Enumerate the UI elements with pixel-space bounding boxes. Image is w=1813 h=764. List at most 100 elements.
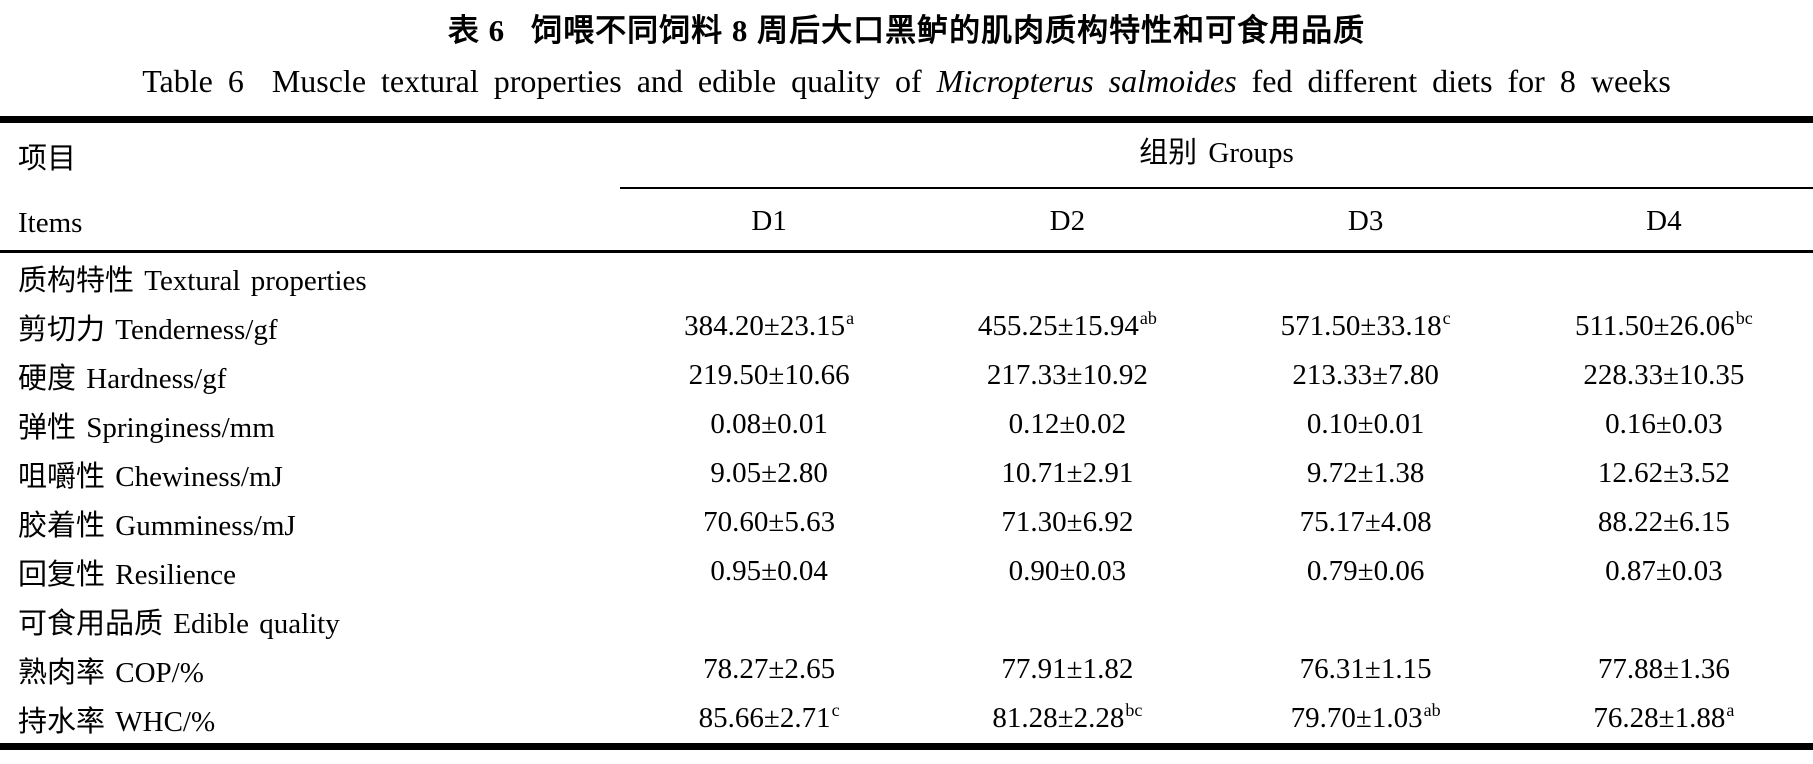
row-label: 回复性 Resilience (18, 558, 237, 591)
value-text: 0.16±0.03 (1605, 408, 1723, 440)
table-title-chinese: 表 6 饲喂不同饲料 8 周后大口黑鲈的肌肉质构特性和可食用品质 (0, 0, 1813, 52)
value-text: 76.28±1.88 (1593, 702, 1726, 734)
value-text: 213.33±7.80 (1292, 359, 1439, 391)
value-cell: 213.33±7.80 (1217, 359, 1515, 392)
value-cell: 75.17±4.08 (1217, 506, 1515, 539)
value-cell: 455.25±15.94ab (918, 308, 1216, 343)
value-text: 219.50±10.66 (688, 359, 850, 391)
table-title-english: Table 6 Muscle textural properties and ed… (0, 60, 1813, 102)
value-text: 85.66±2.71 (698, 702, 831, 734)
value-cell: 0.87±0.03 (1515, 555, 1813, 588)
column-header-d3: D3 (1347, 205, 1384, 237)
value-text: 511.50±26.06 (1574, 310, 1735, 342)
value-cell: 511.50±26.06bc (1515, 308, 1813, 343)
value-cell: 9.05±2.80 (620, 457, 918, 490)
value-text: 9.05±2.80 (710, 457, 828, 489)
value-cell: 384.20±23.15a (620, 308, 918, 343)
table-row: 胶着性 Gumminess/mJ 70.60±5.63 71.30±6.92 75.1… (0, 498, 1813, 547)
value-cell: 12.62±3.52 (1515, 457, 1813, 490)
value-text: 77.91±1.82 (1001, 653, 1134, 685)
table-number-cn: 表 6 (447, 13, 506, 48)
row-label: 剪切力 Tenderness/gf (18, 313, 278, 346)
significance-superscript: bc (1735, 308, 1753, 328)
row-label: 硬度 Hardness/gf (18, 362, 227, 395)
value-text: 0.87±0.03 (1605, 555, 1723, 587)
table-title-cn-text: 饲喂不同饲料 8 周后大口黑鲈的肌肉质构特性和可食用品质 (531, 13, 1366, 48)
section-row: 可食用品质 Edible quality (0, 596, 1813, 645)
value-cell: 0.90±0.03 (918, 555, 1216, 588)
value-cell: 0.16±0.03 (1515, 408, 1813, 441)
significance-superscript: ab (1423, 700, 1441, 720)
value-cell: 217.33±10.92 (918, 359, 1216, 392)
stub-header-en: Items (18, 207, 83, 239)
value-text: 71.30±6.92 (1001, 506, 1134, 538)
section-label: 质构特性 Textural properties (18, 264, 367, 297)
value-cell: 85.66±2.71c (620, 700, 918, 735)
value-cell: 9.72±1.38 (1217, 457, 1515, 490)
significance-superscript: c (831, 700, 840, 720)
value-text: 0.79±0.06 (1306, 555, 1425, 587)
table-row: 回复性 Resilience 0.95±0.04 0.90±0.03 0.79±0.0… (0, 547, 1813, 596)
value-text: 0.08±0.01 (710, 408, 828, 440)
significance-superscript: bc (1125, 700, 1143, 720)
value-text: 10.71±2.91 (1001, 457, 1134, 489)
table-row: 硬度 Hardness/gf 219.50±10.66 217.33±10.92 21… (0, 351, 1813, 400)
value-text: 70.60±5.63 (703, 506, 836, 538)
value-text: 76.31±1.15 (1299, 653, 1432, 685)
section-row: 质构特性 Textural properties (0, 253, 1813, 302)
table-row: 咀嚼性 Chewiness/mJ 9.05±2.80 10.71±2.91 9.72±… (0, 449, 1813, 498)
value-cell: 0.12±0.02 (918, 408, 1216, 441)
table-number-en: Table 6 (142, 63, 244, 99)
table-title-en-text: Muscle textural properties and edible qu… (271, 63, 922, 99)
significance-superscript: a (1726, 700, 1735, 720)
value-cell: 88.22±6.15 (1515, 506, 1813, 539)
row-label: 持水率 WHC/% (18, 705, 216, 738)
value-text: 88.22±6.15 (1597, 506, 1730, 538)
section-label: 可食用品质 Edible quality (18, 607, 340, 640)
table-row: 持水率 WHC/% 85.66±2.71c 81.28±2.28bc 79.70±1.… (0, 694, 1813, 743)
value-text: 228.33±10.35 (1583, 359, 1745, 391)
row-label: 弹性 Springiness/mm (18, 411, 275, 444)
value-cell: 77.91±1.82 (918, 653, 1216, 686)
value-text: 12.62±3.52 (1597, 457, 1730, 489)
value-cell: 571.50±33.18c (1217, 308, 1515, 343)
value-cell: 76.31±1.15 (1217, 653, 1515, 686)
value-cell: 79.70±1.03ab (1217, 700, 1515, 735)
value-text: 0.10±0.01 (1306, 408, 1425, 440)
value-cell: 228.33±10.35 (1515, 359, 1813, 392)
table-row: 剪切力 Tenderness/gf 384.20±23.15a 455.25±15.… (0, 302, 1813, 351)
value-text: 77.88±1.36 (1597, 653, 1730, 685)
table-row: 熟肉率 COP/% 78.27±2.65 77.91±1.82 76.31±1.15 7… (0, 645, 1813, 694)
table-header: 项目 Items 组别 Groups D1 D2 D3 D4 (0, 123, 1813, 253)
species-name-italic: Micropterus salmoides (936, 63, 1237, 99)
value-cell: 0.08±0.01 (620, 408, 918, 441)
value-text: 384.20±23.15 (684, 310, 846, 342)
value-cell: 0.79±0.06 (1217, 555, 1515, 588)
stub-header-cn: 项目 (18, 143, 77, 175)
value-text: 455.25±15.94 (977, 310, 1139, 342)
row-label: 胶着性 Gumminess/mJ (18, 509, 296, 542)
row-label: 咀嚼性 Chewiness/mJ (18, 460, 283, 493)
value-text: 79.70±1.03 (1290, 702, 1423, 734)
data-table: 项目 Items 组别 Groups D1 D2 D3 D4 质构特性 Text… (0, 116, 1813, 750)
group-header: 组别 Groups (620, 123, 1813, 189)
table-title-en-suffix: fed different diets for 8 weeks (1251, 63, 1671, 99)
value-cell: 0.10±0.01 (1217, 408, 1515, 441)
value-text: 78.27±2.65 (703, 653, 836, 685)
row-label: 熟肉率 COP/% (18, 656, 204, 689)
value-cell: 70.60±5.63 (620, 506, 918, 539)
value-cell: 81.28±2.28bc (918, 700, 1216, 735)
value-cell: 76.28±1.88a (1515, 700, 1813, 735)
column-header-d4: D4 (1646, 205, 1682, 237)
significance-superscript: a (846, 308, 855, 328)
value-cell: 71.30±6.92 (918, 506, 1216, 539)
value-cell: 219.50±10.66 (620, 359, 918, 392)
value-text: 9.72±1.38 (1306, 457, 1425, 489)
column-header-d2: D2 (1049, 205, 1086, 237)
stub-header: 项目 Items (0, 123, 620, 250)
value-text: 0.95±0.04 (710, 555, 828, 587)
value-cell: 78.27±2.65 (620, 653, 918, 686)
value-text: 0.12±0.02 (1008, 408, 1127, 440)
significance-superscript: c (1442, 308, 1451, 328)
value-text: 217.33±10.92 (986, 359, 1148, 391)
